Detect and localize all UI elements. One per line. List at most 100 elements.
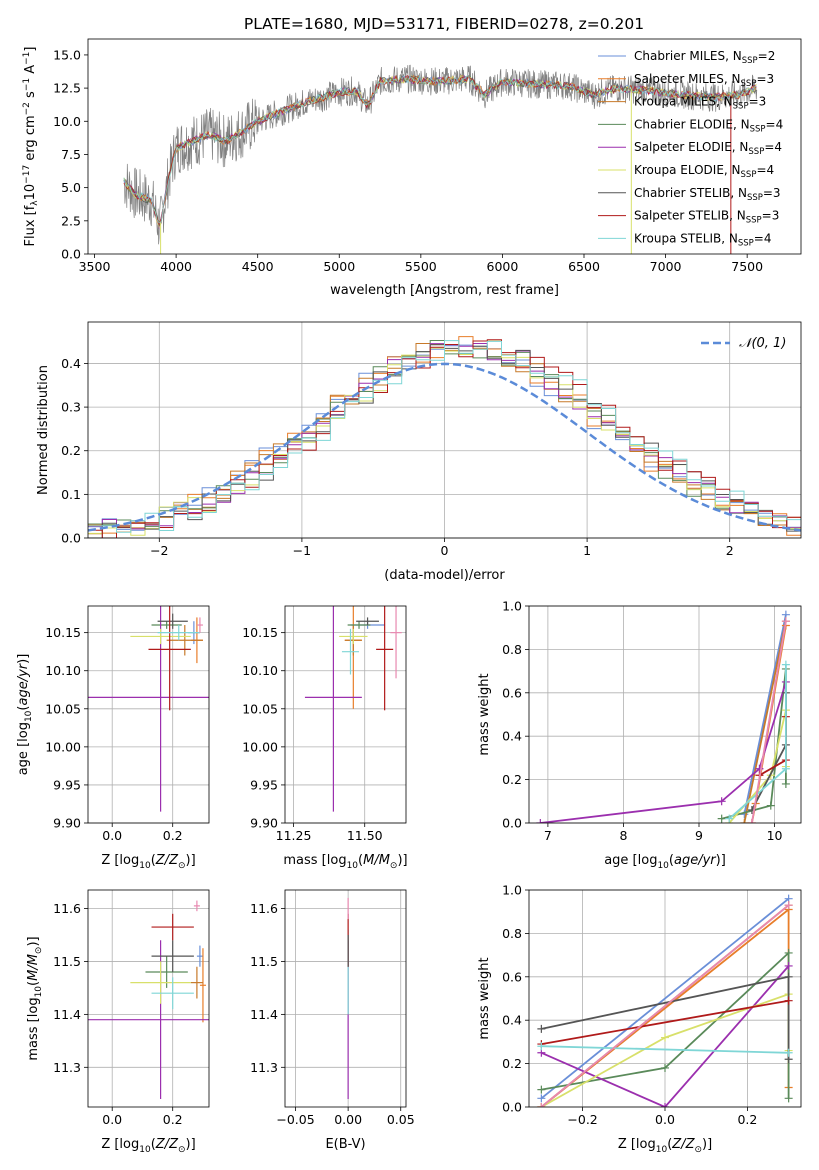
legend-label: Chabrier ELODIE, NSSP=4: [634, 117, 783, 134]
error-bar-point: [341, 628, 360, 675]
y-tick-label: 5.0: [61, 180, 81, 195]
legend-sub: SSP: [733, 102, 749, 112]
label-part: )]: [397, 853, 407, 868]
error-bar-point: [193, 900, 200, 912]
error-bar-point: [190, 966, 203, 999]
x-axis-label: Z [log10(Z/Z⊙)]: [101, 1137, 195, 1155]
y-tick-label: 0.8: [502, 926, 522, 941]
label-part: )]: [186, 853, 196, 868]
x-tick-label: −0.05: [276, 1112, 314, 1127]
error-bar-point: [130, 628, 191, 645]
legend-text: Chabrier ELODIE, N: [634, 117, 750, 131]
y-tick-label: 9.95: [250, 777, 278, 792]
error-bar-point: [151, 940, 194, 973]
weight-marker: [717, 814, 726, 823]
x-tick-label: 11.50: [347, 828, 383, 843]
legend-text: =4: [754, 231, 772, 245]
y-tick-label: 10.15: [242, 625, 278, 640]
axes-frame: [284, 605, 407, 824]
y-label-part: −2: [22, 102, 32, 115]
y-tick-label: 0.0: [502, 1100, 522, 1115]
label-sub: 10: [24, 710, 34, 722]
label-part: (: [151, 853, 156, 868]
error-bar-point: [376, 606, 394, 711]
error-bar-point: [199, 948, 206, 1023]
y-tick-label: 2.5: [61, 213, 81, 228]
weight-marker: [781, 617, 790, 626]
residual-histogram-panel: −2 −1 0 1 2 0.0 0.1 0.2 0.3 0.4 𝒩(0, 1) (data-model…: [36, 321, 802, 583]
label-part: age/yr: [16, 662, 31, 705]
label-part: M/M: [26, 954, 41, 981]
y-tick-label: 0.0: [502, 816, 522, 831]
histograms: [88, 336, 801, 538]
label-part: (: [669, 853, 674, 868]
label-part: age [log: [16, 722, 31, 775]
x-tick-label: 7500: [731, 259, 763, 274]
x-axis-label: mass [log10(M/M⊙)]: [283, 853, 407, 871]
label-sub: ⊙: [390, 861, 398, 871]
weight-marker: [537, 1024, 546, 1033]
label-part: Z [log: [101, 853, 139, 868]
weight-series-line: [540, 897, 790, 1100]
x-tick-label: 0.00: [334, 1112, 362, 1127]
y-label-part: −1: [22, 78, 32, 91]
x-axis-label: Z [log10(Z/Z⊙)]: [101, 853, 195, 871]
weight-marker: [740, 819, 749, 823]
y-label-part: Flux [f: [23, 205, 38, 246]
y-label-part: 10: [23, 184, 38, 201]
y-tick-label: 9.95: [53, 777, 81, 792]
y-tick-label: 1.0: [502, 599, 522, 614]
weight-series-line: [540, 681, 787, 823]
y-label-part: ]: [23, 47, 38, 52]
legend-text: Chabrier STELIB, N: [634, 186, 747, 200]
y-tick-label: 0.1: [61, 487, 81, 502]
label-part: )]: [16, 654, 31, 664]
label-part: )]: [26, 936, 41, 946]
label-part: Z/Z: [155, 1137, 179, 1152]
y-tick-label: 12.5: [53, 81, 81, 96]
label-part: )]: [186, 1137, 196, 1152]
legend-text: =4: [756, 163, 774, 177]
figure-title: PLATE=1680, MJD=53171, FIBERID=0278, z=0…: [244, 15, 644, 33]
error-bars: [88, 900, 209, 1100]
histogram-line: [88, 340, 801, 533]
legend-sub: SSP: [746, 216, 762, 226]
legend-sub: SSP: [741, 79, 757, 89]
legend-sub: SSP: [747, 193, 763, 203]
label-sub: 10: [139, 1145, 151, 1155]
weight-marker: [784, 948, 793, 957]
model-spectrum-line: [123, 74, 757, 224]
weight-marker: [781, 764, 790, 773]
spectrum-lines: [123, 64, 758, 254]
error-bar-point: [166, 625, 203, 656]
legend-sub: SSP: [748, 147, 764, 157]
y-tick-label: 11.5: [53, 954, 81, 969]
x-tick-label: 6500: [568, 259, 600, 274]
x-tick-label: 8: [619, 828, 627, 843]
label-sub: 10: [347, 861, 359, 871]
data-spectrum-line: [123, 64, 758, 245]
y-tick-label: 11.5: [250, 954, 278, 969]
y-label-part: λ: [30, 200, 40, 206]
axes-frame: [528, 605, 802, 824]
y-label-part: s: [23, 91, 38, 102]
legend-sub: SSP: [742, 56, 758, 66]
legend-text: Salpeter STELIB, N: [634, 209, 746, 223]
label-sub: 10: [139, 861, 151, 871]
label-part: age [log: [604, 853, 657, 868]
y-tick-label: 1.0: [502, 883, 522, 898]
label-part: (: [358, 853, 363, 868]
y-tick-label: 10.10: [45, 663, 81, 678]
error-bars: [304, 606, 402, 812]
y-tick-label: 10.00: [242, 739, 278, 754]
legend-text: Salpeter ELODIE, N: [634, 140, 748, 154]
weight-marker: [536, 819, 545, 823]
label-part: Z/Z: [155, 853, 179, 868]
legend-text: Chabrier MILES, N: [634, 49, 742, 63]
weight-lines: [536, 610, 790, 823]
axes-frame: [528, 889, 802, 1108]
weight-marker: [784, 996, 793, 1005]
error-bar-point: [151, 977, 194, 1010]
weight-marker: [537, 1094, 546, 1103]
